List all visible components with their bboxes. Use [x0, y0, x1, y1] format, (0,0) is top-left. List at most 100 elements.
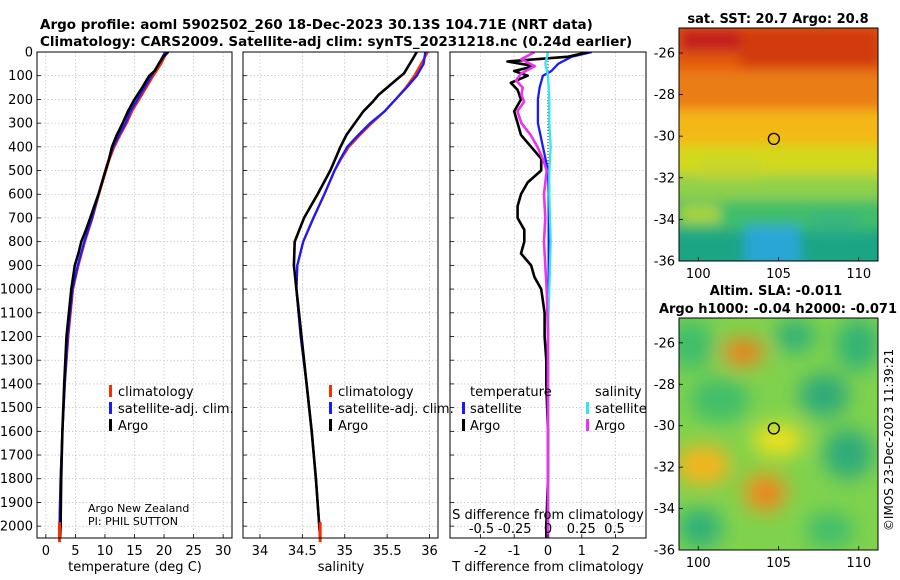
legend-label-satellite: satellite-adj. clim. [118, 402, 234, 417]
y-tick-label: 1100 [0, 306, 33, 321]
sla-argo-marker [767, 422, 780, 435]
series-group [506, 52, 593, 538]
legend-label-temperature-satellite: satellite [470, 402, 522, 417]
x2-tick-label: 0 [544, 522, 552, 537]
y-tick-label: 1300 [0, 354, 33, 369]
x-tick-label: 2 [611, 544, 619, 559]
legend-label-salinity-satellite: satellite [595, 402, 647, 417]
y-tick-label: 1900 [0, 496, 33, 511]
series-group [58, 52, 170, 538]
map-x-tick-label: 105 [766, 267, 791, 282]
x-tick-label: 10 [97, 544, 114, 559]
y-tick-label: 1800 [0, 472, 33, 487]
x-tick-label: 34 [252, 544, 269, 559]
legend-label-salinity-argo: Argo [595, 419, 625, 434]
y-tick-label: 1400 [0, 377, 33, 392]
legend-swatch-satellite [109, 402, 112, 414]
salinity-xlabel: salinity [318, 560, 365, 575]
y-tick-label: 700 [8, 211, 33, 226]
map-y-tick-label: -34 [654, 502, 675, 517]
x-tick-label: 1 [578, 544, 586, 559]
map-y-tick-label: -26 [654, 46, 675, 61]
series-salinity-argo [514, 52, 550, 538]
legend-swatch-temperature-argo [462, 419, 465, 431]
x-tick-label: 35 [336, 544, 353, 559]
legend-label-temperature-argo: Argo [470, 419, 500, 434]
series-group [292, 52, 429, 538]
y-tick-label: 600 [8, 188, 33, 203]
sla-map: 100 105 110 -26 -28 -30 -32 -34 -36 [654, 317, 879, 571]
series-argo [292, 52, 418, 538]
salinity-panel: 34 34.5 35 35.5 36 [242, 51, 439, 559]
x-tick-label: 30 [215, 544, 232, 559]
y-tick-label: 800 [8, 235, 33, 250]
map-y-tick-label: -30 [654, 130, 675, 145]
x-tick-label: 0 [42, 544, 50, 559]
y-tick-label: 1000 [0, 283, 33, 298]
temperature-legend: climatology satellite-adj. clim. Argo [109, 385, 234, 434]
legend-label-climatology: climatology [338, 385, 414, 400]
x-tick-label: 20 [156, 544, 173, 559]
sst-argo-marker [767, 132, 780, 146]
legend-label-climatology: climatology [118, 385, 194, 400]
legend-header-salinity: salinity [595, 385, 642, 400]
bottom-climatology-marker [318, 522, 322, 543]
map-y-tick-label: -36 [654, 544, 675, 559]
y-tick-label: 1700 [0, 449, 33, 464]
map-x-tick-label: 105 [766, 556, 791, 571]
difference-legend: temperature salinity satellite Argo sate… [462, 385, 647, 434]
y-tick-label: 200 [8, 93, 33, 108]
map-x-tick-label: 100 [686, 267, 711, 282]
difference-xlabel: T difference from climatology [451, 560, 644, 575]
legend-label-argo: Argo [338, 419, 368, 434]
series-temperature-argo [506, 52, 589, 538]
x-tick-label: 35.5 [373, 544, 402, 559]
legend-swatch-argo [109, 419, 112, 431]
map-y-tick-label: -30 [654, 419, 675, 434]
sla-map-title: Altim. SLA: -0.011 [710, 284, 842, 299]
x2-tick-label: 0.5 [604, 522, 625, 537]
legend-label-satellite: satellite-adj. clim. [338, 402, 454, 417]
legend-swatch-satellite [329, 402, 332, 414]
legend-swatch-temperature-satellite [462, 402, 465, 414]
map-x-tick-label: 110 [846, 556, 871, 571]
map-x-tick-label: 110 [846, 267, 871, 282]
credit-pi: PI: PHIL SUTTON [88, 515, 178, 528]
temperature-panel: 0 5 10 15 20 25 300100200300400500600700800900… [0, 46, 233, 559]
sst-map-ticks: 100 105 110 -26 -28 -30 -32 -34 -36 [654, 46, 871, 282]
sla-field [679, 319, 878, 548]
map-x-tick-label: 100 [686, 556, 711, 571]
bottom-climatology-marker [57, 522, 61, 543]
x-tick-label: -1 [508, 544, 521, 559]
x-tick-label: 25 [185, 544, 202, 559]
map-y-tick-label: -32 [654, 171, 675, 186]
sla-map-ticks: 100 105 110 -26 -28 -30 -32 -34 -36 [654, 336, 871, 571]
temperature-xlabel: temperature (deg C) [68, 560, 202, 575]
difference-panel: -2 -1 0 1 2 -0.5 -0.25 0 0.25 0.5 [449, 51, 647, 559]
x-tick-label: 5 [71, 544, 79, 559]
legend-swatch-climatology [109, 385, 112, 397]
y-tick-label: 0 [25, 46, 33, 61]
legend-swatch-salinity-satellite [586, 402, 589, 414]
sst-map-title: sat. SST: 20.7 Argo: 20.8 [687, 12, 868, 27]
y-tick-label: 300 [8, 117, 33, 132]
legend-label-argo: Argo [118, 419, 148, 434]
y-tick-label: 400 [8, 140, 33, 155]
y-tick-label: 2000 [0, 520, 33, 535]
axes-frame [242, 51, 439, 539]
map-y-tick-label: -28 [654, 378, 675, 393]
y-tick-label: 1500 [0, 401, 33, 416]
legend-header-temperature: temperature [470, 385, 552, 400]
legend-swatch-argo [329, 419, 332, 431]
x-tick-label: 15 [126, 544, 143, 559]
difference-xlabel2: S difference from climatology [452, 508, 644, 523]
y-tick-label: 100 [8, 69, 33, 84]
y-tick-label: 900 [8, 259, 33, 274]
map-y-tick-label: -28 [654, 88, 675, 103]
legend-swatch-climatology [329, 385, 332, 397]
figure-title-line2: Climatology: CARS2009. Satellite-adj cli… [40, 34, 632, 50]
legend-swatch-salinity-argo [586, 419, 589, 431]
credit-imos: ©IMOS 23-Dec-2023 11:39:21 [882, 349, 896, 531]
sla-map-subtitle: Argo h1000: -0.04 h2000: -0.071 [659, 302, 897, 317]
